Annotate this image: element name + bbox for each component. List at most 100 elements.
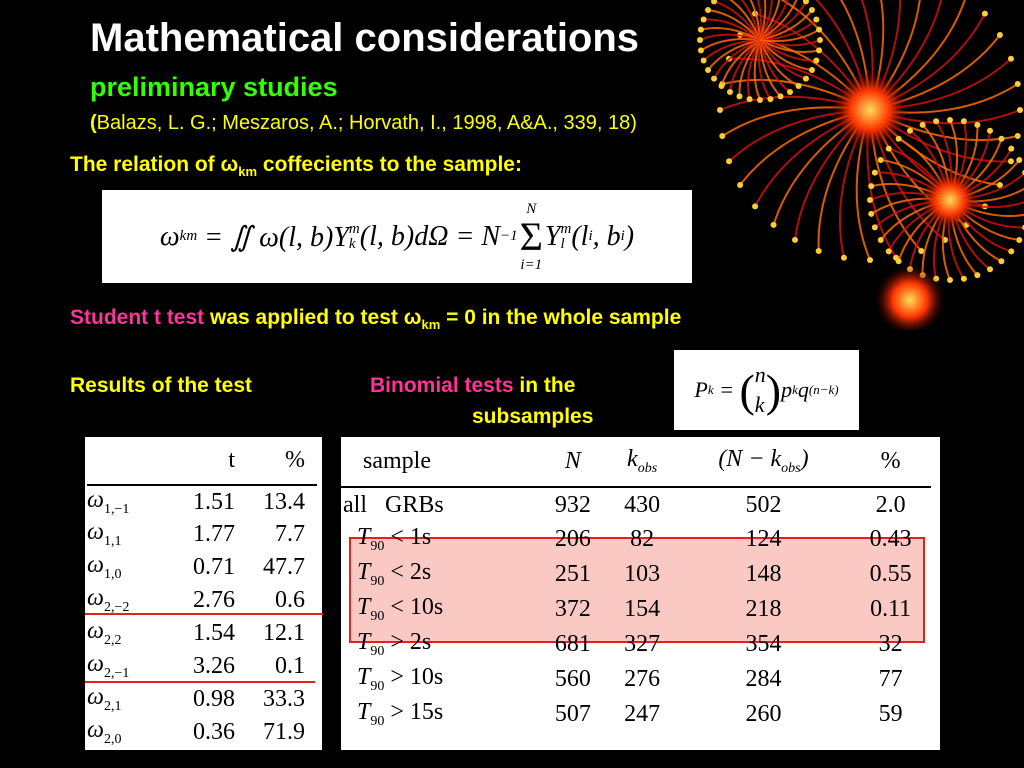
cell: 0.43: [869, 526, 912, 552]
firework-part: [947, 277, 953, 283]
f: k: [792, 382, 798, 397]
cell: 7.7: [275, 521, 305, 547]
f: P: [694, 377, 708, 402]
f: Y: [544, 220, 561, 252]
firework-part: [1016, 157, 1023, 163]
row: ω2,1 0.98 33.3: [87, 683, 317, 716]
firework-part: [753, 39, 761, 101]
cell: 1.51: [193, 488, 235, 515]
cell: 0.6: [275, 587, 305, 613]
firework-part: [907, 127, 913, 134]
text: in the: [513, 374, 576, 397]
symbol: ω: [87, 519, 104, 546]
cell: T90 < 1s: [341, 522, 538, 557]
firework-part: [699, 33, 761, 41]
cell: 82: [630, 526, 655, 552]
cell: 0.55: [869, 561, 912, 587]
symbol: ω: [87, 552, 104, 579]
cell: all GRBs: [341, 487, 538, 522]
firework-part: [729, 39, 761, 93]
f: p: [781, 377, 793, 402]
firework-part: [987, 127, 993, 134]
firework-part: [737, 182, 744, 188]
firework-part: [759, 0, 807, 41]
text: Binomial tests: [370, 374, 514, 397]
firework-part: [918, 247, 925, 254]
header-cell: (N − kobs): [677, 437, 851, 487]
firework-part: [885, 145, 892, 152]
cell: 148: [745, 561, 782, 587]
results-label: Results of the test: [70, 374, 253, 397]
firework-part: [759, 0, 767, 41]
firework-part: [749, 0, 761, 41]
f: i: [588, 228, 593, 244]
symbol: T: [357, 629, 371, 656]
firework-part: [707, 9, 761, 41]
cell: 0.71: [193, 554, 235, 580]
firework-part: [757, 97, 763, 103]
index: 2,0: [103, 731, 122, 747]
firework-part: [770, 221, 777, 228]
firework-part: [974, 272, 981, 279]
text: < 10s: [384, 594, 444, 621]
firework-part: [705, 7, 712, 13]
firework-part: [998, 258, 1005, 265]
firework-part: [759, 0, 798, 41]
firework-part: [717, 107, 723, 113]
row: ω1,1 1.77 7.7: [87, 518, 317, 551]
f: m: [348, 220, 360, 237]
firework-part: [808, 67, 815, 73]
firework-part: [987, 266, 993, 273]
firework-decoration: [697, 0, 1024, 330]
firework-part: [713, 39, 761, 80]
row: ω2,−2 2.76 0.6: [87, 584, 317, 617]
cell: ω2,−2: [87, 584, 177, 617]
f: l: [560, 235, 565, 252]
t-test-line: Student t test was applied to test ωkm =…: [70, 306, 681, 332]
text: was applied to test: [204, 306, 404, 329]
row: T90 > 2s 681 327 354 32: [341, 627, 931, 662]
firework-part: [759, 39, 800, 87]
firework-part: [697, 47, 704, 54]
firework-part: [802, 0, 809, 5]
row: T90 < 10s 372 154 218 0.11: [341, 592, 931, 627]
firework-part: [996, 32, 1003, 38]
cell: ω1,−1: [87, 485, 177, 518]
firework-part: [808, 7, 815, 13]
cell: 59: [878, 701, 903, 727]
firework-part: [718, 82, 725, 89]
row: T90 < 1s 206 82 124 0.43: [341, 522, 931, 557]
firework-part: [877, 157, 884, 163]
cell: 206: [554, 526, 591, 552]
firework-part: [867, 257, 873, 263]
row: T90 > 15s 507 247 260 59: [341, 697, 931, 732]
cell: 0.36: [193, 719, 235, 745]
firework-part: [813, 16, 820, 23]
cell: 1.77: [193, 521, 235, 547]
index: 2,2: [103, 632, 122, 648]
f: k: [754, 392, 765, 417]
subscript: 90: [370, 713, 385, 729]
cell: 276: [624, 666, 661, 692]
f: m: [560, 220, 572, 237]
firework-part: [713, 0, 761, 41]
firework-part: [1016, 237, 1023, 243]
text: > 15s: [384, 699, 444, 726]
firework-part: [1008, 145, 1015, 152]
cell: 932: [554, 491, 591, 518]
firework-part: [738, 39, 761, 97]
firework-part: [759, 0, 781, 41]
cell: ω2,1: [87, 683, 177, 716]
text: = 0: [440, 306, 476, 329]
firework-part: [871, 224, 878, 231]
header-cell: %: [285, 447, 305, 473]
header-row: t%: [87, 437, 317, 485]
red-line: [85, 681, 315, 683]
firework-part: [703, 18, 761, 41]
firework-part: [700, 57, 707, 64]
row: T90 > 10s 560 276 284 77: [341, 662, 931, 697]
firework-part: [960, 118, 967, 125]
cell: ω2,0: [87, 716, 177, 749]
